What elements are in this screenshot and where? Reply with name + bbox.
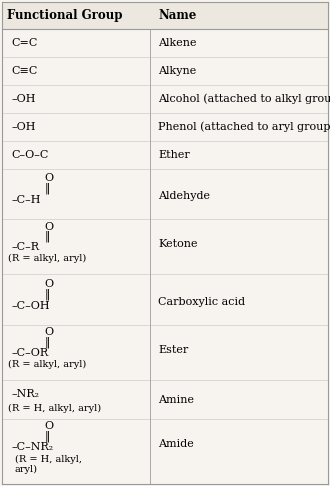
Text: –NR₂: –NR₂ [12, 389, 40, 399]
Text: Phenol (attached to aryl group): Phenol (attached to aryl group) [158, 122, 330, 132]
Text: Ester: Ester [158, 345, 189, 355]
Text: O: O [45, 278, 54, 289]
Text: O: O [45, 421, 54, 431]
Text: (R = alkyl, aryl): (R = alkyl, aryl) [8, 254, 86, 263]
Text: O: O [45, 328, 54, 337]
Text: ‖: ‖ [45, 231, 50, 243]
Text: –C–OR: –C–OR [12, 347, 49, 358]
Text: O: O [45, 222, 54, 231]
Text: Alkyne: Alkyne [158, 66, 197, 76]
Text: Functional Group: Functional Group [7, 9, 122, 22]
Text: C–O–C: C–O–C [12, 150, 49, 159]
Text: –C–NR₂: –C–NR₂ [12, 442, 54, 452]
Text: Alkene: Alkene [158, 38, 197, 48]
Text: Alcohol (attached to alkyl group): Alcohol (attached to alkyl group) [158, 94, 330, 104]
Text: Ketone: Ketone [158, 239, 198, 249]
Text: Amide: Amide [158, 439, 194, 449]
Text: Carboxylic acid: Carboxylic acid [158, 297, 246, 307]
Text: ‖: ‖ [45, 183, 50, 194]
Text: Amine: Amine [158, 395, 194, 405]
Text: Aldehyde: Aldehyde [158, 191, 211, 201]
Text: ‖: ‖ [45, 431, 50, 442]
Text: aryl): aryl) [15, 465, 38, 474]
Text: –OH: –OH [12, 122, 36, 132]
Text: Ether: Ether [158, 150, 190, 159]
Text: O: O [45, 173, 54, 183]
Text: Name: Name [158, 9, 197, 22]
Bar [2, 2, 328, 29]
Text: C≡C: C≡C [12, 66, 38, 76]
Text: ‖: ‖ [45, 289, 50, 300]
Text: (R = alkyl, aryl): (R = alkyl, aryl) [8, 360, 86, 369]
Text: –OH: –OH [12, 94, 36, 104]
Text: –C–R: –C–R [12, 242, 40, 252]
Text: –C–OH: –C–OH [12, 301, 50, 311]
Text: (R = H, alkyl, aryl): (R = H, alkyl, aryl) [8, 404, 101, 413]
Text: –C–H: –C–H [12, 195, 41, 205]
Text: ‖: ‖ [45, 337, 50, 348]
Text: (R = H, alkyl,: (R = H, alkyl, [15, 454, 82, 464]
Text: C=C: C=C [12, 38, 38, 48]
